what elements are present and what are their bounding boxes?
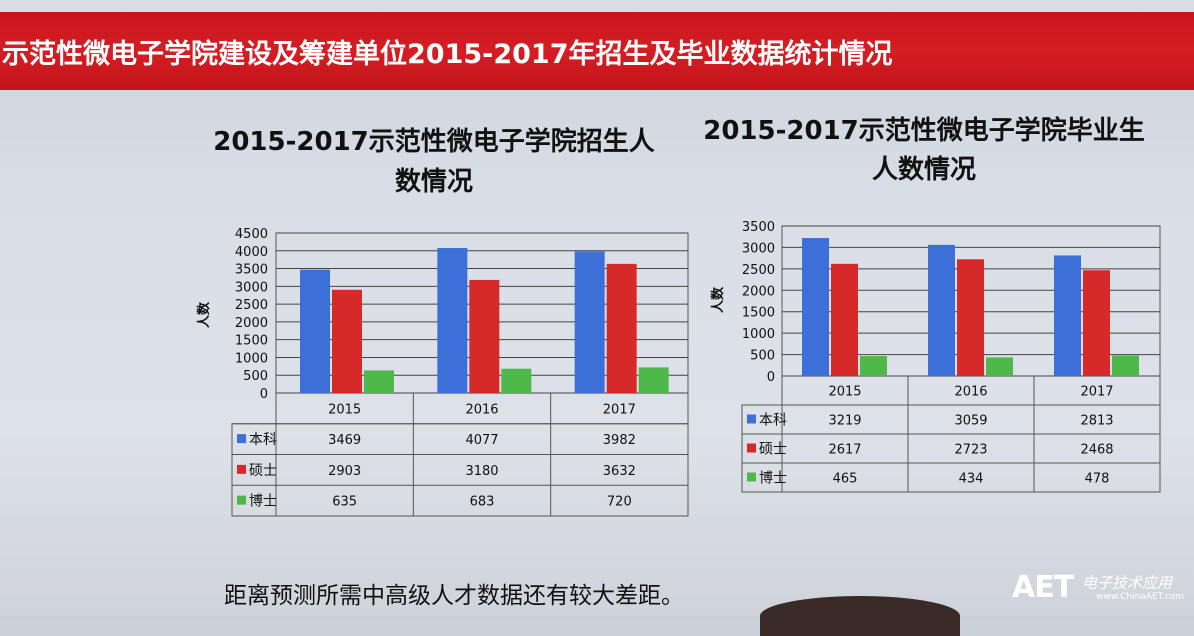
grad-bar-博士-2015 xyxy=(860,356,887,376)
enroll-y-tick-label: 500 xyxy=(243,369,268,384)
enroll-bar-硕士-2017 xyxy=(606,263,637,393)
enroll-data-label: 2903 xyxy=(328,464,361,479)
enroll-y-tick-label: 2000 xyxy=(235,316,268,331)
enroll-data-label: 683 xyxy=(470,495,495,510)
grad-y-tick-label: 1500 xyxy=(742,306,775,321)
enroll-category-label: 2015 xyxy=(328,402,361,417)
grad-bar-本科-2015 xyxy=(802,238,829,376)
bottom-note: 距离预测所需中高级人才数据还有较大差距。 xyxy=(224,583,684,609)
enroll-chart-title-line2: 数情况 xyxy=(395,167,473,197)
grad-category-label: 2017 xyxy=(1080,385,1113,400)
grad-legend-label: 本科 xyxy=(759,413,787,429)
enroll-y-tick-label: 1000 xyxy=(235,351,268,366)
enroll-bar-博士-2017 xyxy=(638,367,669,393)
enroll-bar-硕士-2015 xyxy=(332,289,362,393)
grad-y-tick-label: 3500 xyxy=(742,220,775,235)
enroll-bar-本科-2016 xyxy=(437,248,468,393)
watermark-cn: 电子技术应用 xyxy=(1082,574,1173,592)
grad-data-label: 2468 xyxy=(1080,443,1113,458)
enroll-chart-title-line1: 2015-2017示范性微电子学院招生人 xyxy=(213,126,655,157)
enroll-legend-label: 博士 xyxy=(249,493,277,510)
grad-data-label: 3059 xyxy=(954,414,987,429)
enroll-data-label: 3469 xyxy=(328,433,361,448)
enroll-y-tick-label: 2500 xyxy=(235,298,268,313)
enroll-bar-博士-2016 xyxy=(501,368,532,393)
enroll-y-tick-label: 4000 xyxy=(235,245,268,260)
enroll-data-label: 3632 xyxy=(603,464,636,479)
top-strip xyxy=(0,0,1194,12)
grad-y-tick-label: 2000 xyxy=(742,284,775,299)
grad-data-label: 2723 xyxy=(954,443,987,458)
grad-chart-title-line2: 人数情况 xyxy=(872,155,976,185)
grad-legend-swatch-本科 xyxy=(747,414,756,424)
enroll-y-tick-label: 3500 xyxy=(235,263,268,278)
enroll-data-label: 4077 xyxy=(465,433,498,448)
grad-data-label: 465 xyxy=(833,472,858,487)
grad-bar-硕士-2015 xyxy=(831,263,858,376)
grad-legend-label: 博士 xyxy=(759,470,787,487)
watermark-logo: AET xyxy=(1012,570,1074,605)
enroll-data-label: 635 xyxy=(332,495,357,510)
grad-y-axis-label: 人数 xyxy=(710,286,726,313)
watermark-url: www.ChinaAET.com xyxy=(1096,592,1185,602)
enroll-legend-swatch-硕士 xyxy=(237,464,246,474)
enroll-y-tick-label: 3000 xyxy=(235,280,268,295)
grad-bar-博士-2016 xyxy=(986,357,1013,376)
grad-y-tick-label: 500 xyxy=(750,349,775,364)
enroll-y-axis-label: 人数 xyxy=(196,301,212,328)
slide-title: 示范性微电子学院建设及筹建单位2015-2017年招生及毕业数据统计情况 xyxy=(2,39,893,70)
grad-legend-swatch-硕士 xyxy=(747,443,756,453)
grad-legend-label: 硕士 xyxy=(759,442,787,458)
enroll-bar-本科-2017 xyxy=(574,251,605,393)
grad-bar-硕士-2017 xyxy=(1083,270,1110,376)
enroll-data-label: 720 xyxy=(607,495,632,510)
enroll-bar-本科-2015 xyxy=(300,269,330,393)
slide-title-bar: 示范性微电子学院建设及筹建单位2015-2017年招生及毕业数据统计情况 xyxy=(0,12,1194,90)
grad-bar-本科-2016 xyxy=(928,244,955,376)
grad-legend-swatch-博士 xyxy=(747,472,756,482)
grad-bar-本科-2017 xyxy=(1054,255,1081,376)
enroll-category-label: 2016 xyxy=(465,402,498,417)
grad-data-label: 478 xyxy=(1085,472,1110,487)
presenter-head-silhouette xyxy=(760,596,960,636)
grad-data-label: 2617 xyxy=(828,443,861,458)
enroll-legend-label: 硕士 xyxy=(249,463,277,479)
enroll-y-tick-label: 0 xyxy=(260,387,268,402)
grad-bar-硕士-2016 xyxy=(957,259,984,376)
grad-y-tick-label: 3000 xyxy=(742,241,775,256)
grad-data-label: 3219 xyxy=(828,414,861,429)
grad-y-tick-label: 1000 xyxy=(742,327,775,342)
enroll-y-tick-label: 1500 xyxy=(235,334,268,349)
grad-data-label: 2813 xyxy=(1080,414,1113,429)
grad-chart-title-line1: 2015-2017示范性微电子学院毕业生 xyxy=(703,115,1145,146)
grad-y-tick-label: 2500 xyxy=(742,263,775,278)
grad-bar-博士-2017 xyxy=(1112,355,1139,376)
enroll-y-tick-label: 4500 xyxy=(235,227,268,242)
enroll-legend-label: 本科 xyxy=(249,432,277,448)
enroll-data-label: 3180 xyxy=(465,464,498,479)
grad-category-label: 2016 xyxy=(954,385,987,400)
grad-category-label: 2015 xyxy=(828,385,861,400)
grad-data-label: 434 xyxy=(959,472,984,487)
grad-y-tick-label: 0 xyxy=(767,370,775,385)
enroll-data-label: 3982 xyxy=(603,433,636,448)
enroll-category-label: 2017 xyxy=(603,402,636,417)
enroll-bar-硕士-2016 xyxy=(469,279,500,393)
enroll-legend-swatch-博士 xyxy=(237,495,246,505)
enroll-legend-swatch-本科 xyxy=(237,434,246,444)
enroll-bar-博士-2015 xyxy=(364,370,394,393)
